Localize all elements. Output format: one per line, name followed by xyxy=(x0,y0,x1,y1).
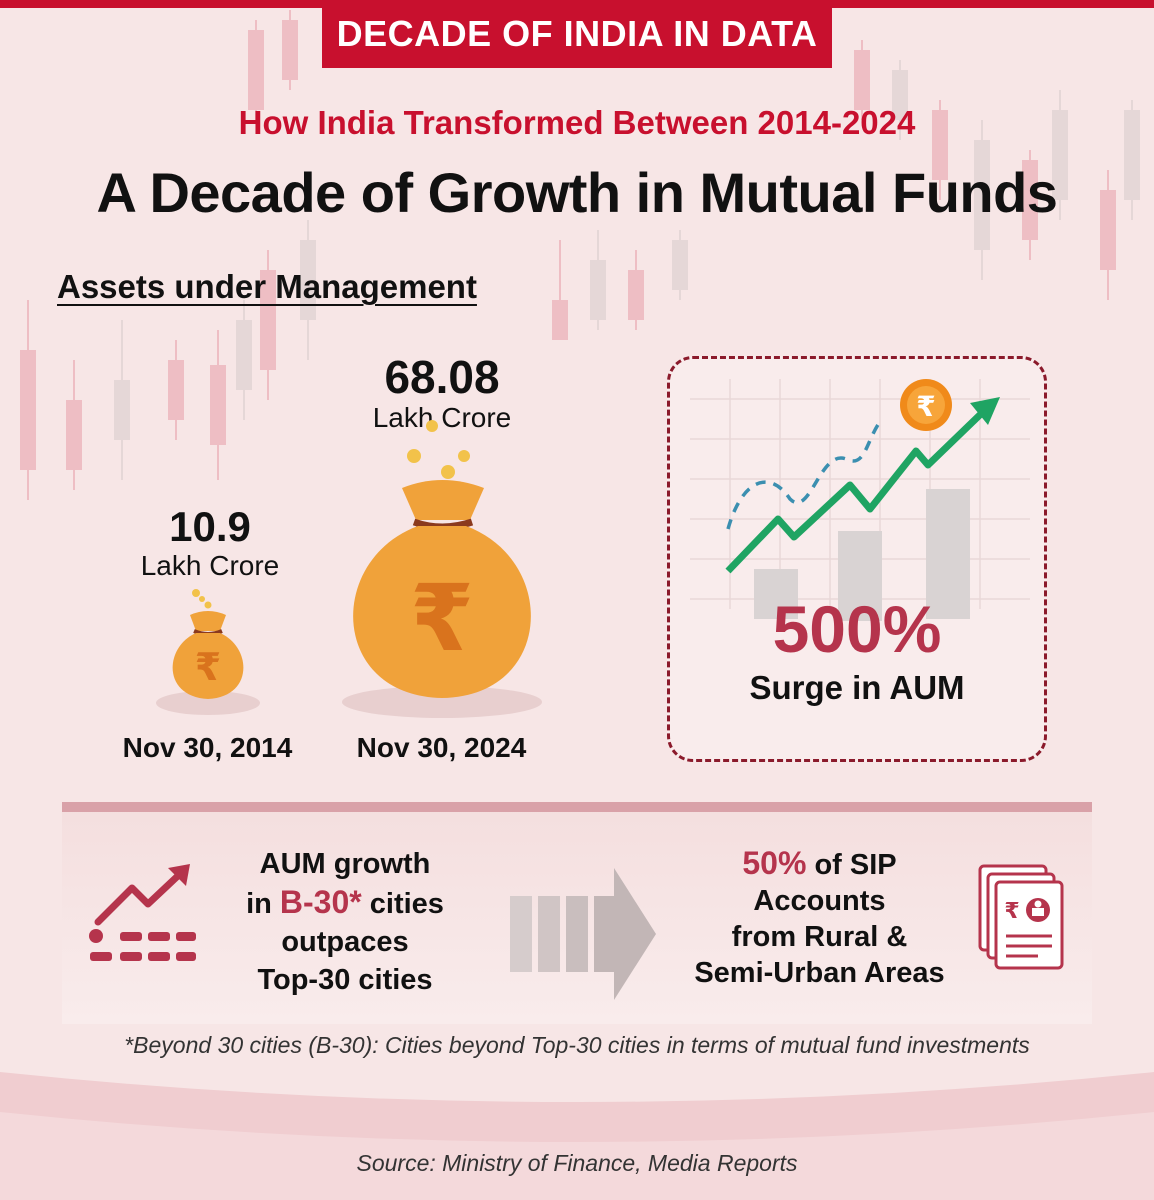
aum-2024-value: 68.08 xyxy=(384,351,500,403)
surge-label: Surge in AUM xyxy=(749,669,965,706)
page-title: A Decade of Growth in Mutual Funds xyxy=(96,161,1058,224)
aum-2024-date: Nov 30, 2024 xyxy=(356,732,527,763)
page-subtitle: How India Transformed Between 2014-2024 xyxy=(238,104,916,141)
rupee-documents-icon: ₹ xyxy=(978,864,1064,970)
sip-post: of SIP xyxy=(806,849,897,881)
banner-title: DECADE OF INDIA IN DATA xyxy=(322,0,832,68)
aum-2024-unit: Lakh Crore xyxy=(372,402,512,433)
aum-2014-date: Nov 30, 2014 xyxy=(122,732,293,763)
surge-card: ₹ 500% Surge in AUM xyxy=(667,356,1047,762)
footnote: *Beyond 30 cities (B-30): Cities beyond … xyxy=(124,1032,1030,1058)
panel-top-rule xyxy=(62,802,1092,812)
sip-accounts-text: 50% of SIP Accounts from Rural & Semi-Ur… xyxy=(672,845,967,991)
sip-line-2: Accounts xyxy=(753,885,886,917)
section-title-aum: Assets under Management xyxy=(57,268,477,305)
arrow-right-icon xyxy=(510,868,656,1000)
source-credit: Source: Ministry of Finance, Media Repor… xyxy=(356,1150,798,1176)
b30-highlight: B-30* xyxy=(279,884,362,920)
candlestick-background xyxy=(20,10,1140,500)
svg-text:₹: ₹ xyxy=(195,645,221,689)
growth-chart-illustration: ₹ xyxy=(690,379,1030,621)
b30-line-1: AUM growth xyxy=(259,848,431,880)
sip-highlight: 50% xyxy=(742,845,807,881)
svg-text:₹: ₹ xyxy=(410,565,474,672)
footer-band xyxy=(0,1072,1154,1200)
aum-2014-value: 10.9 xyxy=(169,503,251,550)
b30-line-3: outpaces xyxy=(281,926,409,958)
svg-text:₹: ₹ xyxy=(1004,899,1019,924)
b30-post: cities xyxy=(361,888,444,920)
b30-line-4: Top-30 cities xyxy=(257,964,433,996)
trend-up-icon xyxy=(89,864,196,961)
b30-line-2: in B-30* cities xyxy=(200,883,490,923)
sip-line-4: Semi-Urban Areas xyxy=(694,957,945,989)
surge-percent: 500% xyxy=(772,592,942,666)
svg-text:₹: ₹ xyxy=(916,390,935,423)
aum-2014-unit: Lakh Crore xyxy=(140,550,280,581)
sip-line-1: 50% of SIP xyxy=(672,845,967,883)
sip-line-3: from Rural & xyxy=(731,921,908,953)
b30-growth-text: AUM growth in B-30* cities outpaces Top-… xyxy=(200,845,490,999)
b30-pre: in xyxy=(246,888,280,920)
rupee-coin-icon: ₹ xyxy=(900,379,952,431)
money-bag-icon: ₹ xyxy=(342,420,542,718)
money-bag-icon: ₹ xyxy=(156,589,260,715)
